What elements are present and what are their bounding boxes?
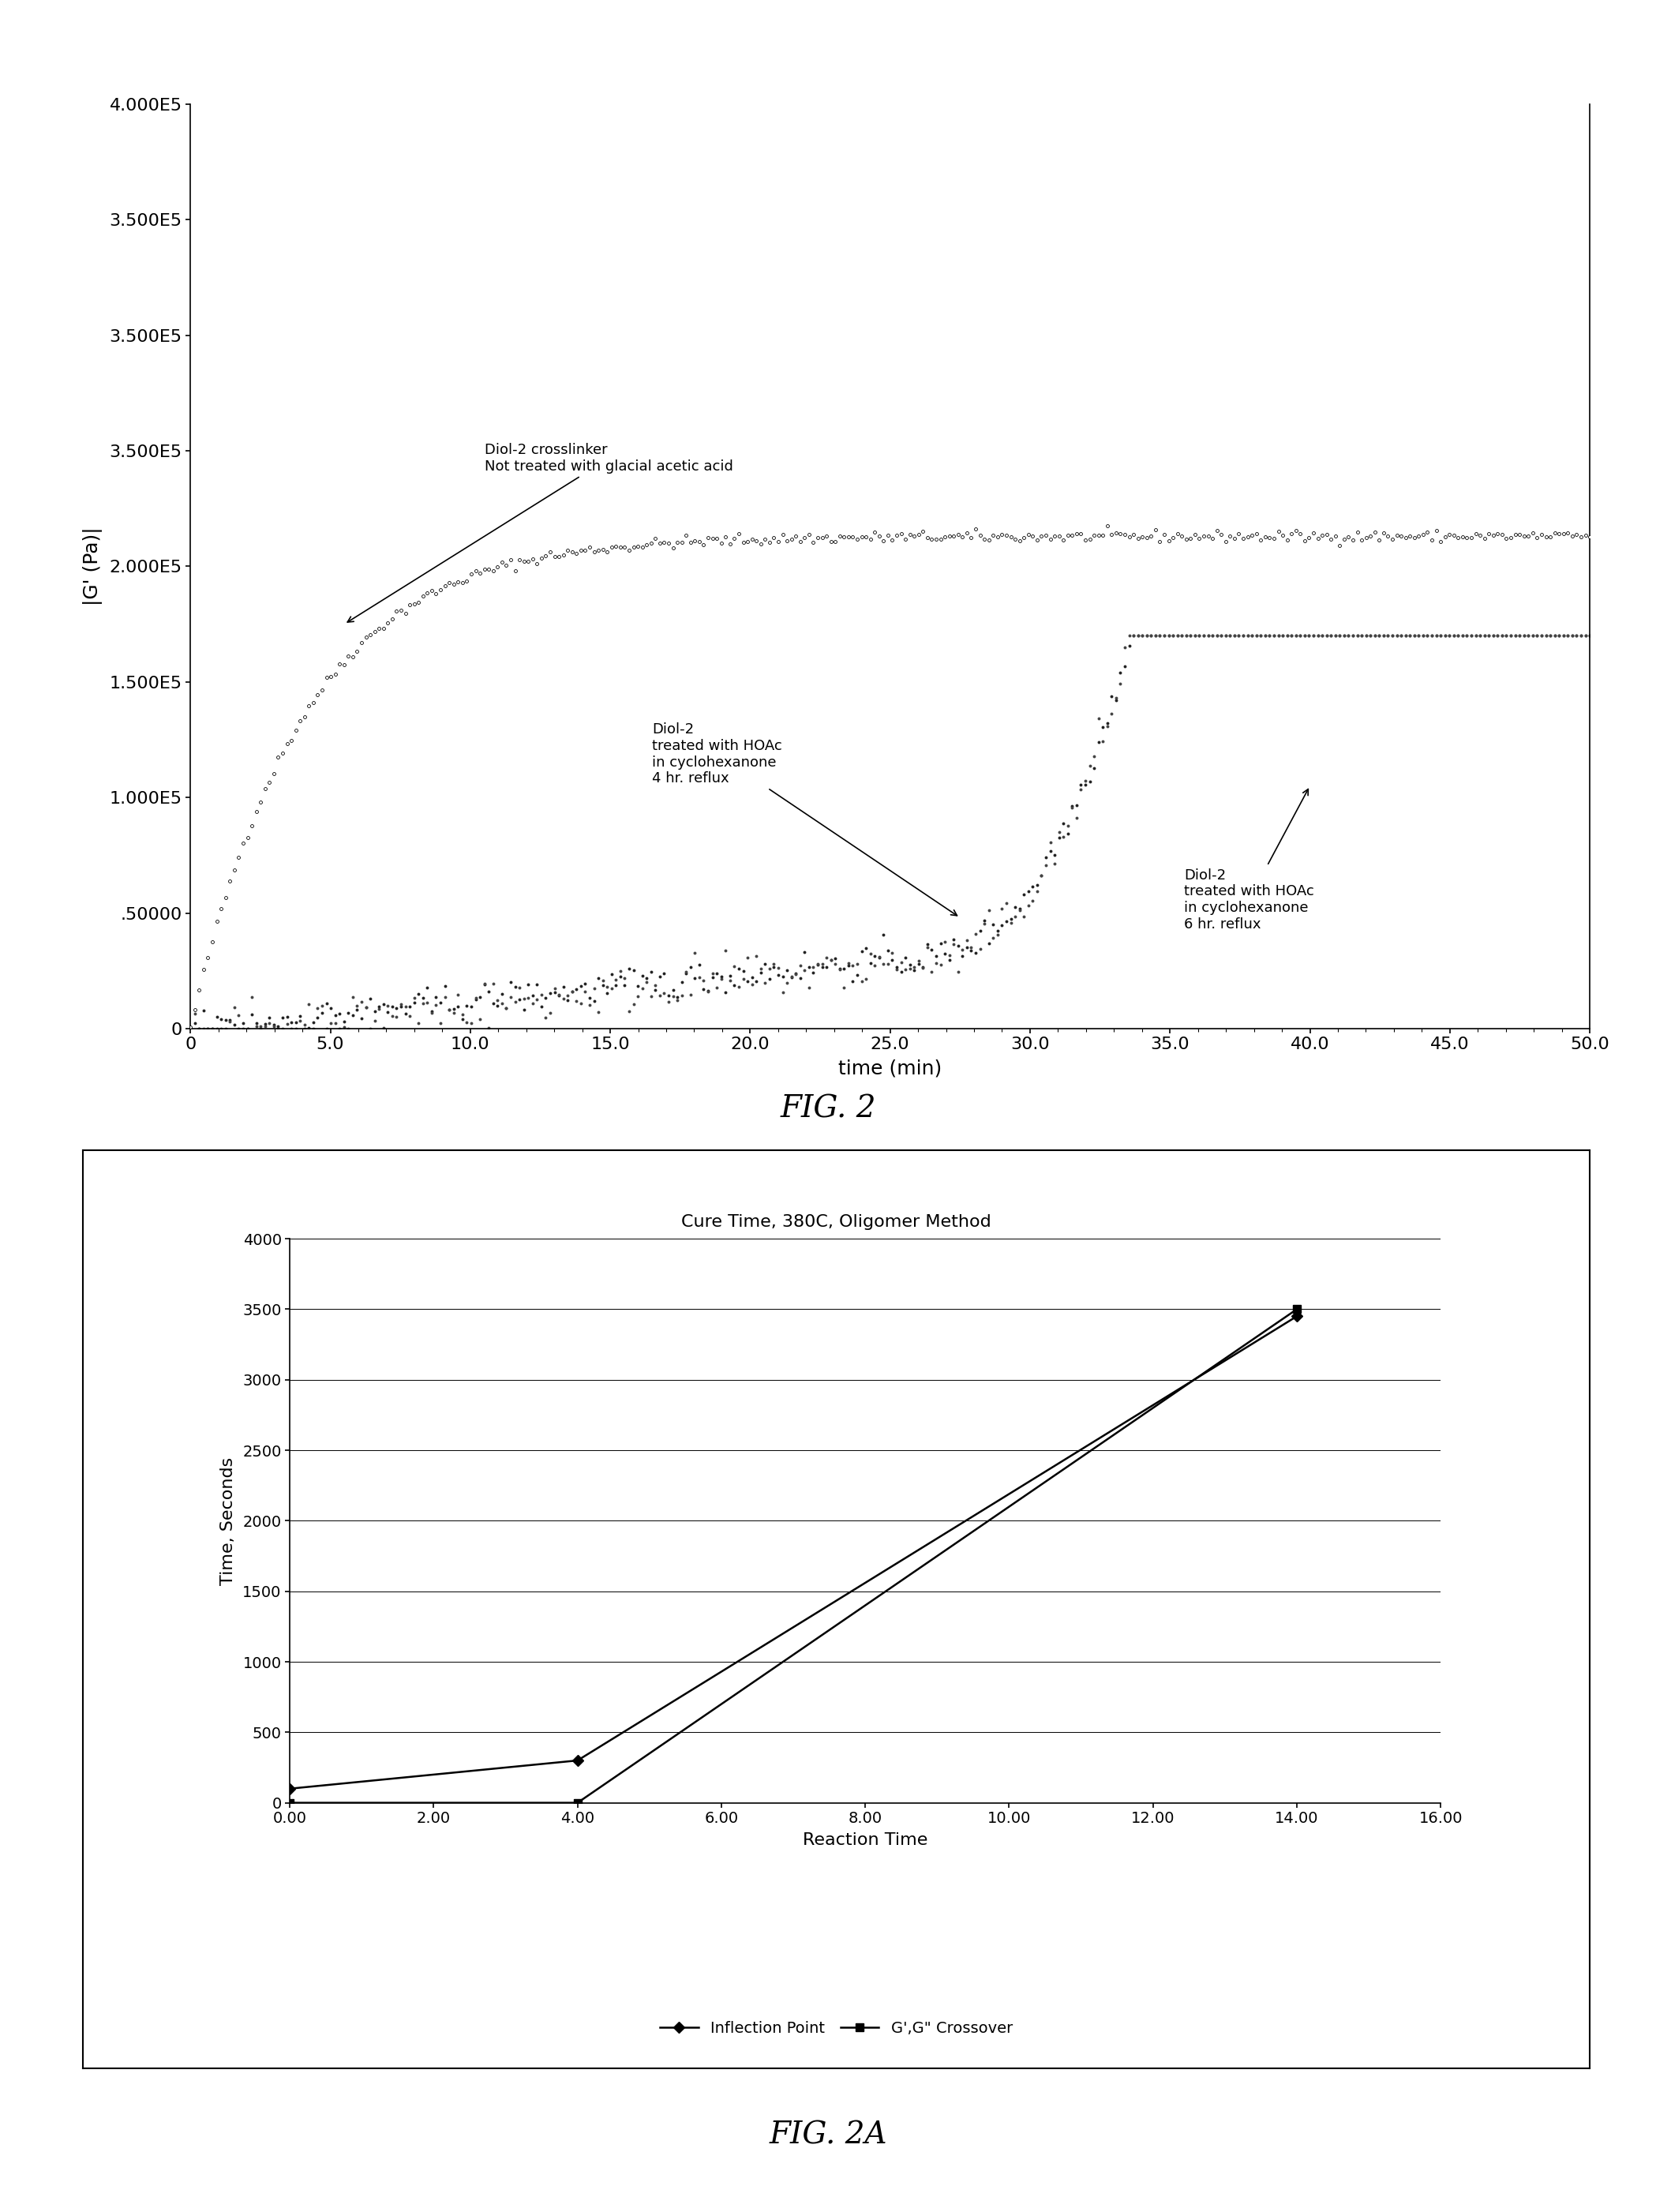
Text: Diol-2
treated with HOAc
in cyclohexanone
6 hr. reflux: Diol-2 treated with HOAc in cyclohexanon… [1184, 790, 1313, 931]
Y-axis label: Time, Seconds: Time, Seconds [220, 1458, 237, 1584]
Text: Cure Time, 380C, Oligomer Method: Cure Time, 380C, Oligomer Method [681, 1214, 992, 1230]
Text: Diol-2
treated with HOAc
in cyclohexanone
4 hr. reflux: Diol-2 treated with HOAc in cyclohexanon… [652, 723, 957, 916]
Text: FIG. 2: FIG. 2 [780, 1095, 876, 1124]
X-axis label: time (min): time (min) [838, 1060, 942, 1077]
Y-axis label: |G' (Pa)|: |G' (Pa)| [83, 526, 103, 606]
X-axis label: Reaction Time: Reaction Time [803, 1832, 927, 1849]
Text: Diol-2 crosslinker
Not treated with glacial acetic acid: Diol-2 crosslinker Not treated with glac… [348, 442, 734, 622]
Text: FIG. 2A: FIG. 2A [768, 2121, 888, 2150]
Legend: Inflection Point, G',G" Crossover: Inflection Point, G',G" Crossover [654, 2015, 1018, 2042]
